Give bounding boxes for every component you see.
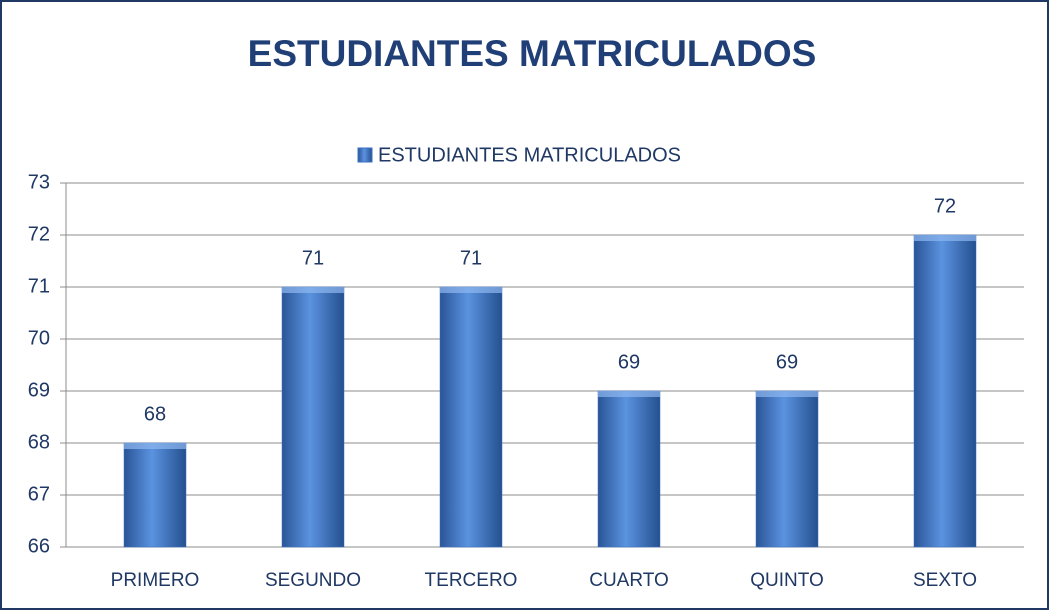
bar [755, 390, 819, 548]
chart-title: ESTUDIANTES MATRICULADOS [248, 33, 817, 74]
x-tick-label: CUARTO [589, 570, 669, 591]
x-tick-label: PRIMERO [111, 570, 200, 591]
data-label: 71 [302, 247, 324, 269]
y-tick-label: 66 [28, 535, 50, 557]
data-label: 69 [618, 351, 640, 373]
x-tick-label: QUINTO [750, 570, 824, 591]
y-tick-label: 72 [28, 223, 50, 245]
bar-cap [914, 235, 976, 241]
legend-label: ESTUDIANTES MATRICULADOS [378, 144, 681, 166]
x-tick-label: SEGUNDO [265, 570, 361, 591]
bar-cap [756, 391, 818, 397]
data-label: 68 [144, 403, 166, 425]
x-tick-label: TERCERO [425, 570, 518, 591]
x-tick-label: SEXTO [913, 570, 977, 591]
bar [913, 234, 977, 548]
bar-cap [440, 287, 502, 293]
y-tick-label: 71 [28, 275, 50, 297]
y-tick-label: 67 [28, 483, 50, 505]
data-label: 71 [460, 247, 482, 269]
y-tick-label: 70 [28, 327, 50, 349]
bar [439, 286, 503, 548]
bar-cap [124, 443, 186, 449]
bar-cap [282, 287, 344, 293]
y-tick-label: 73 [28, 171, 50, 193]
y-tick-label: 69 [28, 379, 50, 401]
bar [123, 442, 187, 548]
bar-cap [598, 391, 660, 397]
y-tick-label: 68 [28, 431, 50, 453]
data-label: 72 [934, 195, 956, 217]
bar [281, 286, 345, 548]
legend-swatch [357, 147, 373, 163]
data-label: 69 [776, 351, 798, 373]
bar [597, 390, 661, 548]
